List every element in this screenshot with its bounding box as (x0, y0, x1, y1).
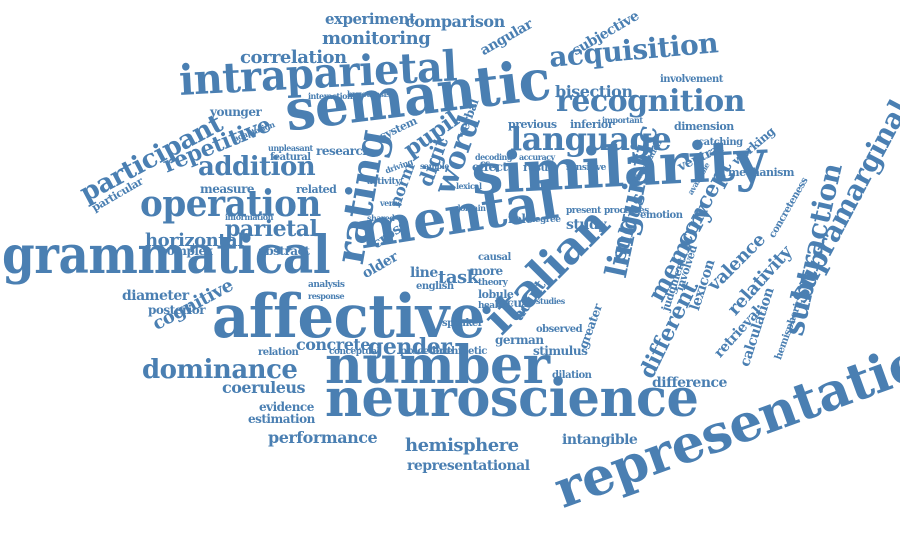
word-representational: representational (407, 458, 530, 474)
word-hemisphere: hemisphere (405, 435, 519, 456)
word-bisection: bisection (555, 82, 633, 101)
word-analysis: analysis (308, 280, 345, 290)
word-operation: operation (140, 183, 321, 225)
word-verbs: verbs (380, 198, 402, 208)
word-posterior: posterior (148, 303, 206, 317)
word-evidence: evidence (259, 400, 314, 414)
word-affective: affective (212, 282, 485, 352)
word-shared: shared (367, 213, 395, 223)
word-dimension: dimension (674, 120, 734, 133)
word-inferior: inferior (570, 118, 614, 131)
word-task: task (438, 267, 479, 288)
word-hypothesis: hypothesis (347, 89, 391, 99)
word-important: important (602, 115, 643, 125)
word-response: response (308, 291, 345, 301)
word-involvement: involvement (660, 74, 723, 85)
word-monitoring: monitoring (322, 28, 431, 49)
word-healthy: healthy (478, 301, 512, 311)
word-information: information (225, 212, 273, 222)
word-measure: measure (200, 182, 255, 196)
word-interaction: interaction (308, 91, 353, 101)
word-speaker: speaker (442, 318, 483, 329)
word-dominance: dominance (142, 355, 298, 385)
word-german: german (495, 333, 544, 347)
word-number: number (325, 335, 550, 396)
word-difference: difference (652, 375, 727, 391)
word-abstract: abstract (258, 244, 310, 258)
word-coeruleus: coeruleus (222, 378, 306, 397)
word-parietal: parietal (225, 216, 318, 242)
word-unpleasant: unpleasant (268, 143, 313, 153)
word-activity: activity (367, 177, 400, 187)
word-present: present (566, 206, 601, 216)
word-study: study (566, 217, 606, 233)
word-role: role (508, 212, 533, 226)
word-previous: previous (508, 118, 557, 131)
word-complex: complex (160, 244, 213, 258)
word-domain: domain (455, 203, 486, 213)
word-performance: performance (268, 428, 378, 447)
word-causal: causal (478, 252, 511, 263)
word-theory: theory (478, 278, 508, 288)
word-observed: observed (536, 324, 583, 335)
word-effect: effect (472, 160, 508, 174)
word-processes: processes (604, 206, 649, 216)
word-catching: catching (698, 137, 743, 148)
word-line: line (410, 265, 438, 281)
word-comparison: comparison (405, 12, 505, 31)
word-result: result (523, 161, 557, 174)
word-sample: sample (420, 161, 449, 171)
word-english: english (416, 281, 454, 292)
word-studies: studies (536, 296, 565, 306)
word-lobule: lobule (478, 288, 514, 301)
word-neuroscience: neuroscience (325, 368, 699, 429)
word-related: related (296, 183, 337, 196)
word-dilation: dilation (552, 370, 592, 381)
word-degree: degree (529, 215, 561, 225)
word-intangible: intangible (562, 432, 638, 448)
word-research: research (316, 144, 371, 158)
word-more: more (470, 264, 503, 278)
word-grammatical: grammatical (2, 225, 331, 286)
word-relation: relation (258, 347, 299, 358)
word-mechanism: mechanism (728, 166, 794, 179)
word-estimation: estimation (248, 412, 315, 426)
word-language: language (510, 120, 672, 158)
word-conceptual: conceptual (329, 347, 380, 357)
word-gender: gender (368, 334, 452, 360)
word-accuracy: accuracy (519, 152, 555, 162)
word-correlation: correlation (240, 47, 347, 68)
word-lexical: lexical (456, 181, 482, 191)
word-stimulus: stimulus (533, 344, 588, 358)
word-locus: locus (495, 296, 528, 310)
word-experiment: experiment (325, 10, 416, 28)
word-younger: younger (210, 105, 262, 119)
word-arithmetic: arithmetic (433, 346, 487, 357)
word-sensitive: sensitive (566, 163, 606, 173)
word-decoding: decoding (475, 152, 512, 162)
word-horizontal: horizontal (145, 230, 244, 251)
word-emotion: emotion (640, 210, 683, 221)
word-addition: addition (198, 152, 316, 182)
word-featural: featural (270, 152, 311, 163)
word-concrete: concrete (296, 335, 370, 354)
word-recognition: recognition (556, 84, 745, 119)
word-diameter: diameter (122, 288, 189, 304)
word-procedure: procedure (400, 346, 453, 357)
